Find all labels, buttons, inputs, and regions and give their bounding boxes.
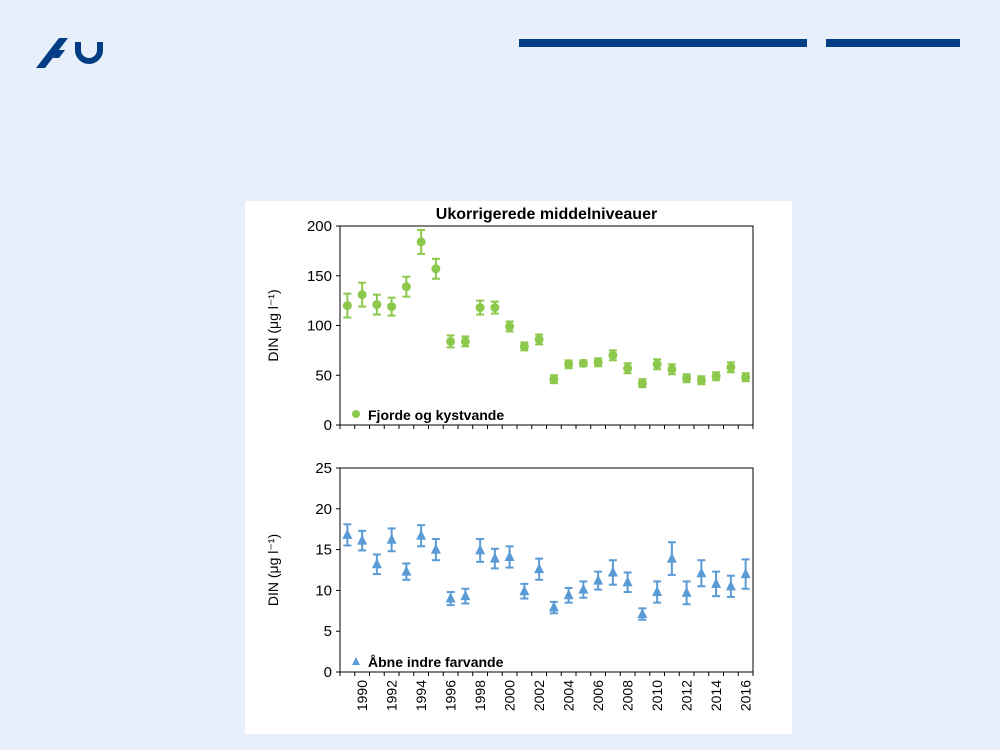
- data-point: [608, 350, 618, 360]
- data-point: [549, 374, 559, 384]
- data-point: [401, 565, 412, 576]
- data-point: [342, 528, 353, 539]
- data-point: [593, 357, 603, 367]
- data-point: [623, 363, 633, 373]
- data-point: [741, 372, 751, 382]
- data-point: [548, 601, 559, 612]
- x-tick-label: 2004: [561, 680, 577, 711]
- data-point: [726, 362, 736, 372]
- legend-label: Åbne indre farvande: [368, 654, 504, 670]
- data-point: [504, 550, 515, 561]
- data-point: [475, 303, 485, 313]
- legend-marker: [352, 410, 360, 418]
- data-point: [564, 359, 574, 369]
- data-point: [637, 378, 647, 388]
- x-tick-label: 2000: [502, 680, 518, 711]
- y-tick-label: 50: [315, 367, 332, 384]
- x-tick-label: 2016: [738, 680, 754, 711]
- header-bar-long: [519, 39, 807, 47]
- x-tick-label: 1994: [413, 680, 429, 711]
- data-point: [682, 373, 692, 383]
- data-point: [475, 544, 486, 555]
- data-point: [607, 566, 618, 577]
- data-point: [357, 534, 368, 545]
- y-tick-label: 0: [324, 664, 332, 681]
- x-tick-label: 2006: [590, 680, 606, 711]
- data-point: [371, 558, 382, 569]
- chart-panel-1: 0 50 100 150 200 DIN (μg l⁻¹) Ukorrigerede mid…: [265, 206, 754, 434]
- chart-title: Ukorrigerede middelniveauer: [436, 206, 657, 223]
- header-bar-short: [826, 39, 960, 47]
- data-point: [593, 574, 604, 585]
- x-tick-label: 2002: [531, 680, 547, 711]
- x-tick-label: 2010: [649, 680, 665, 711]
- data-point: [725, 580, 736, 591]
- y-tick-label: 25: [315, 460, 332, 477]
- chart-panel-2: 0 5 10 15 20 25 DIN (μg l⁻¹) Åbne indre farvand…: [265, 460, 754, 711]
- y-tick-label: 5: [324, 623, 332, 640]
- data-point: [711, 371, 721, 381]
- y-tick-label: 15: [315, 542, 332, 559]
- data-point: [505, 321, 515, 331]
- x-tick-label: 1992: [384, 680, 400, 711]
- data-point: [401, 282, 411, 292]
- y-axis-label: DIN (μg l⁻¹): [265, 289, 281, 361]
- x-tick-label: 2008: [620, 680, 636, 711]
- x-tick-label: 1998: [472, 680, 488, 711]
- data-point: [578, 583, 589, 594]
- data-point: [519, 341, 529, 351]
- data-point: [563, 589, 574, 600]
- data-point: [711, 577, 722, 588]
- data-point: [386, 533, 397, 544]
- data-point: [622, 576, 633, 587]
- data-point: [740, 568, 751, 579]
- data-point: [357, 290, 367, 300]
- x-tick-label: 1996: [443, 680, 459, 711]
- data-point: [416, 237, 426, 247]
- x-tick-label: 2012: [679, 680, 695, 711]
- plot-frame: [339, 467, 754, 673]
- data-point: [489, 552, 500, 563]
- data-point: [431, 264, 441, 274]
- y-tick-label: 150: [307, 268, 332, 285]
- y-tick-label: 10: [315, 582, 332, 599]
- data-point: [637, 608, 648, 619]
- data-point: [416, 529, 427, 540]
- au-logo-icon: [34, 34, 104, 74]
- data-point: [667, 364, 677, 374]
- data-point: [696, 567, 707, 578]
- legend-marker: [352, 657, 360, 665]
- plot-frame: [339, 225, 754, 426]
- x-tick-label: 1990: [354, 680, 370, 711]
- data-point: [681, 586, 692, 597]
- y-axis-label: DIN (μg l⁻¹): [265, 534, 281, 606]
- data-point: [446, 336, 456, 346]
- y-tick-label: 20: [315, 501, 332, 518]
- data-point: [652, 359, 662, 369]
- data-point: [534, 334, 544, 344]
- x-tick-label: 2014: [708, 680, 724, 711]
- data-point: [666, 552, 677, 563]
- data-point: [696, 375, 706, 385]
- data-point: [372, 300, 382, 310]
- data-point: [578, 358, 588, 368]
- y-tick-label: 200: [307, 218, 332, 235]
- data-point: [534, 563, 545, 574]
- data-point: [652, 586, 663, 597]
- data-point: [460, 336, 470, 346]
- data-point: [342, 301, 352, 311]
- legend-label: Fjorde og kystvande: [368, 407, 504, 423]
- y-tick-label: 100: [307, 318, 332, 335]
- data-point: [445, 592, 456, 603]
- data-point: [387, 302, 397, 312]
- data-point: [519, 585, 530, 596]
- data-point: [430, 543, 441, 554]
- y-tick-label: 0: [324, 417, 332, 434]
- chart-panel: 0 50 100 150 200 DIN (μg l⁻¹) Ukorrigerede mid…: [245, 201, 792, 734]
- data-point: [490, 303, 500, 313]
- data-point: [460, 590, 471, 601]
